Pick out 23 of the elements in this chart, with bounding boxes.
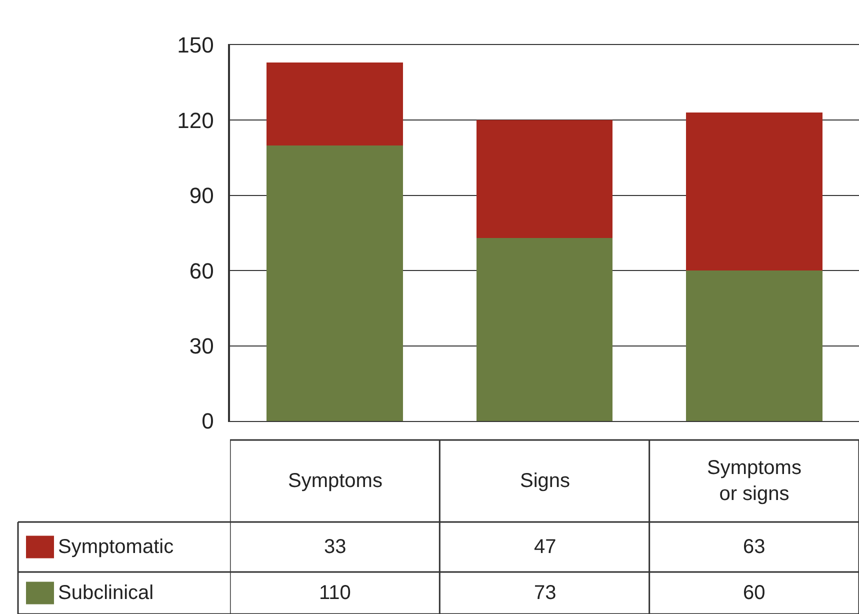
bar <box>266 62 403 146</box>
bar <box>266 145 403 421</box>
bar <box>686 270 822 421</box>
data-label: 73 <box>534 582 556 604</box>
data-label: 33 <box>324 536 346 558</box>
y-tick-label: 90 <box>189 183 214 208</box>
x-tick-label: Signs <box>520 470 570 492</box>
bar <box>476 120 613 238</box>
y-tick-label: 0 <box>202 408 214 434</box>
bar <box>476 238 613 421</box>
legend-label: Subclinical <box>58 582 154 604</box>
y-tick-label: 150 <box>177 32 214 58</box>
data-label: 47 <box>534 536 556 558</box>
y-tick-label: 30 <box>189 334 214 358</box>
y-tick-label: 60 <box>189 258 214 284</box>
legend-label: Symptomatic <box>58 536 174 558</box>
y-tick-label: 120 <box>177 108 214 133</box>
bar <box>686 112 822 271</box>
data-label: 110 <box>319 582 351 604</box>
x-tick-label: Symptoms or signs <box>707 457 802 505</box>
data-label: 63 <box>743 536 766 558</box>
data-label: 60 <box>743 582 766 604</box>
x-tick-label: Symptoms <box>288 470 382 492</box>
